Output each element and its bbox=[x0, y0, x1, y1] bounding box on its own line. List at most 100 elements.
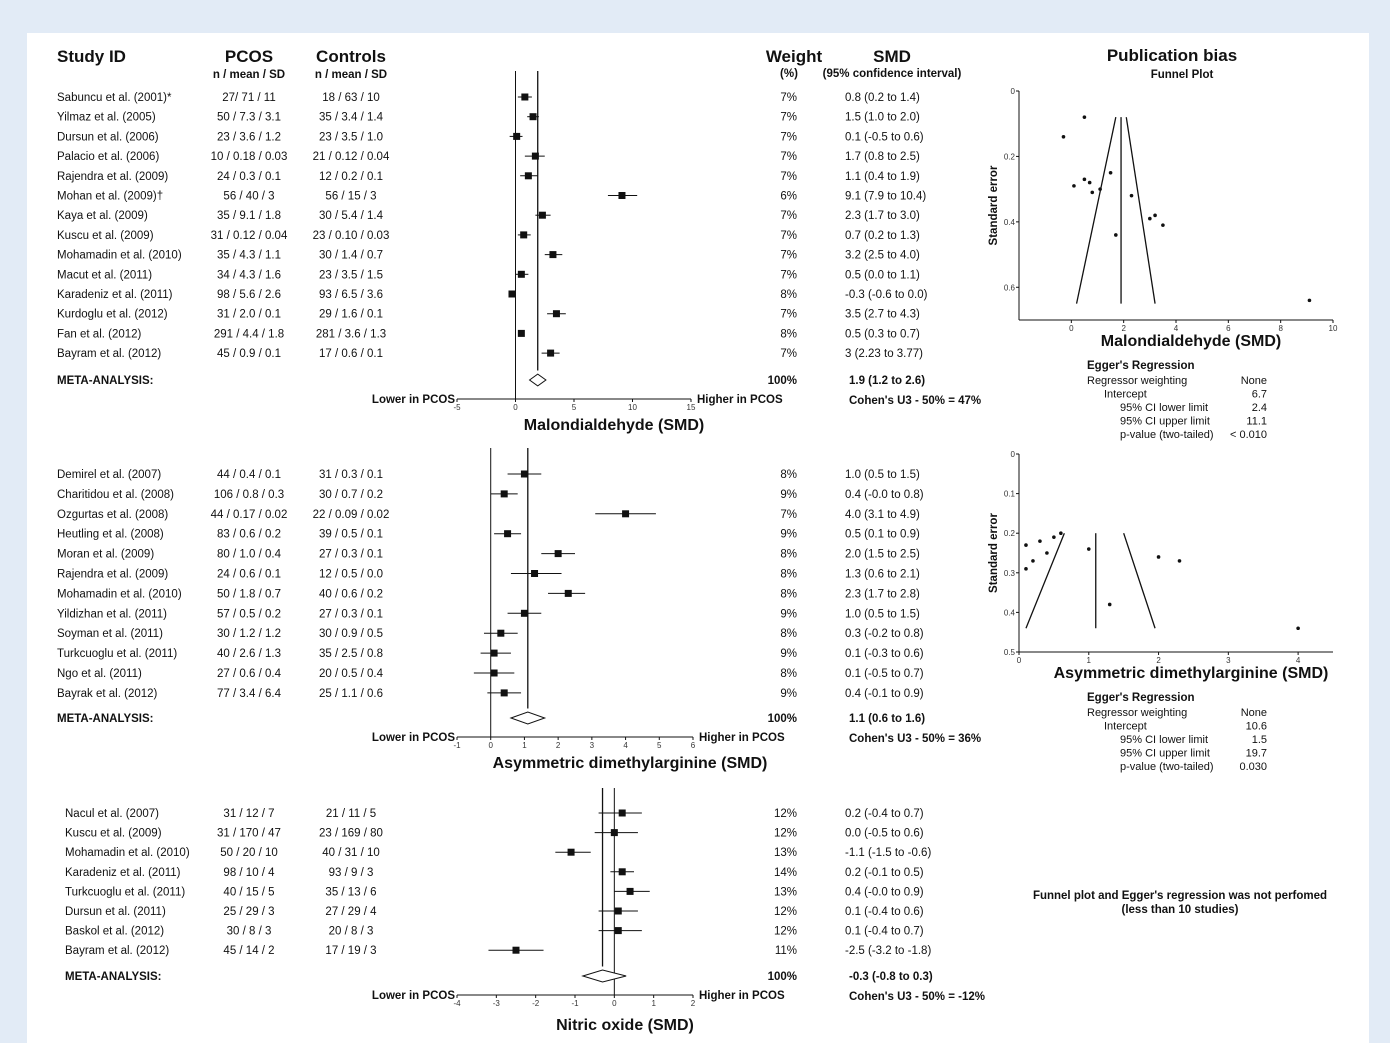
egger-title: Egger's Regression bbox=[1087, 360, 1195, 372]
x-tick-label: 8 bbox=[1278, 324, 1283, 333]
study-weight: 7% bbox=[780, 151, 797, 163]
study-point bbox=[1148, 216, 1152, 221]
pcos-values: 98 / 5.6 / 2.6 bbox=[217, 289, 281, 301]
effect-marker bbox=[552, 310, 560, 318]
x-axis-title: Malondialdehyde (SMD) bbox=[524, 417, 704, 434]
table-row: Turkcuoglu et al. (2011) 40 / 15 / 5 35 / … bbox=[65, 886, 924, 898]
table-row: Kurdoglu et al. (2012) 31 / 2.0 / 0.1 29 /… bbox=[57, 309, 920, 321]
study-weight: 8% bbox=[780, 469, 797, 481]
study-label: Bayram et al. (2012) bbox=[57, 348, 161, 360]
lower-in-pcos-label: Lower in PCOS bbox=[372, 990, 455, 1002]
study-weight: 9% bbox=[780, 608, 797, 620]
egger-row-label: Regressor weighting bbox=[1087, 375, 1187, 387]
meta-analysis-row: META-ANALYSIS: 100% 1.1 (0.6 to 1.6) bbox=[57, 711, 925, 725]
study-point bbox=[1296, 626, 1300, 631]
study-weight: 9% bbox=[780, 529, 797, 541]
study-smd-ci: 0.8 (0.2 to 1.4) bbox=[845, 92, 920, 104]
study-weight: 7% bbox=[780, 171, 797, 183]
effect-marker bbox=[497, 629, 505, 637]
control-values: 30 / 1.4 / 0.7 bbox=[319, 250, 383, 262]
pcos-values: 10 / 0.18 / 0.03 bbox=[211, 151, 288, 163]
study-label: Nacul et al. (2007) bbox=[65, 808, 159, 820]
study-point bbox=[1177, 559, 1182, 563]
pcos-values: 25 / 29 / 3 bbox=[223, 906, 274, 918]
table-row: Heutling et al. (2008) 83 / 0.6 / 0.2 39 /… bbox=[57, 529, 920, 541]
table-row: Yildizhan et al. (2011) 57 / 0.5 / 0.2 27 … bbox=[57, 608, 920, 620]
pcos-values: 30 / 8 / 3 bbox=[227, 926, 272, 938]
table-row: Soyman et al. (2011) 30 / 1.2 / 1.2 30 / 0… bbox=[57, 628, 924, 640]
meta-smd-ci: -0.3 (-0.8 to 0.3) bbox=[849, 971, 933, 983]
study-point bbox=[1059, 531, 1063, 535]
control-values: 30 / 0.7 / 0.2 bbox=[319, 489, 383, 501]
egger-row-label: p-value (two-tailed) bbox=[1120, 761, 1214, 773]
table-row: Kaya et al. (2009) 35 / 9.1 / 1.8 30 / 5.4… bbox=[57, 210, 920, 222]
study-smd-ci: 0.2 (-0.1 to 0.5) bbox=[845, 867, 924, 879]
study-label: Yildizhan et al. (2011) bbox=[57, 608, 167, 620]
effect-marker bbox=[538, 211, 546, 219]
x-axis-title: Nitric oxide (SMD) bbox=[556, 1017, 694, 1034]
effect-marker bbox=[626, 887, 634, 895]
egger-regression-table: Egger's Regression Regressor weighting Non… bbox=[1087, 692, 1267, 773]
control-values: 21 / 11 / 5 bbox=[326, 808, 376, 820]
header-pcos: PCOS bbox=[225, 47, 273, 66]
study-weight: 7% bbox=[780, 309, 797, 321]
x-axis-title: Malondialdehyde (SMD) bbox=[1101, 333, 1281, 350]
effect-marker bbox=[521, 93, 529, 101]
control-values: 93 / 6.5 / 3.6 bbox=[319, 289, 383, 301]
pcos-values: 50 / 1.8 / 0.7 bbox=[217, 588, 281, 600]
study-weight: 8% bbox=[780, 588, 797, 600]
study-label: Kuscu et al. (2009) bbox=[57, 230, 154, 242]
control-values: 23 / 3.5 / 1.0 bbox=[319, 131, 383, 143]
table-row: Palacio et al. (2006) 10 / 0.18 / 0.03 21 … bbox=[57, 151, 920, 163]
forest-plot-2: Demirel et al. (2007) 44 / 0.4 / 0.1 31 / … bbox=[57, 448, 981, 772]
pcos-values: 23 / 3.6 / 1.2 bbox=[217, 131, 281, 143]
study-label: Rajendra et al. (2009) bbox=[57, 171, 168, 183]
header-publication-bias: Publication bias bbox=[1107, 46, 1237, 65]
study-smd-ci: 0.1 (-0.5 to 0.6) bbox=[845, 131, 924, 143]
x-tick-label: 4 bbox=[623, 741, 628, 750]
control-values: 23 / 0.10 / 0.03 bbox=[313, 230, 390, 242]
funnel-plot-1: 0 0.2 0.4 0.6 0 2 4 6 8 10 Standard error Malondial… bbox=[988, 87, 1338, 441]
table-row: Demirel et al. (2007) 44 / 0.4 / 0.1 31 / … bbox=[57, 469, 920, 481]
x-axis: -5 0 5 10 15 Lower in PCOS Higher in PCOS Cohen… bbox=[372, 394, 981, 434]
funnel-left-limit bbox=[1075, 117, 1117, 304]
study-smd-ci: 2.0 (1.5 to 2.5) bbox=[845, 549, 920, 561]
study-smd-ci: 1.0 (0.5 to 1.5) bbox=[845, 469, 920, 481]
study-weight: 7% bbox=[780, 92, 797, 104]
study-smd-ci: 2.3 (1.7 to 2.8) bbox=[845, 588, 920, 600]
forest-plot-1: Sabuncu et al. (2001)* 27/ 71 / 11 18 / 63… bbox=[57, 71, 981, 434]
study-smd-ci: 0.4 (-0.0 to 0.9) bbox=[845, 886, 924, 898]
table-row: Rajendra et al. (2009) 24 / 0.6 / 0.1 12 /… bbox=[57, 569, 920, 581]
lower-in-pcos-label: Lower in PCOS bbox=[372, 394, 455, 406]
x-tick-label: 5 bbox=[572, 403, 577, 412]
meta-label: META-ANALYSIS: bbox=[57, 713, 153, 725]
x-tick-label: 6 bbox=[1226, 324, 1231, 333]
effect-marker bbox=[531, 152, 539, 160]
effect-marker bbox=[517, 329, 525, 337]
effect-marker bbox=[524, 172, 532, 180]
study-label: Turkcuoglu et al. (2011) bbox=[65, 886, 185, 898]
x-axis: -4 -3 -2 -1 0 1 2 Lower in PCOS Higher in PCOS Co… bbox=[372, 990, 985, 1034]
effect-marker bbox=[517, 270, 525, 278]
table-row: Kuscu et al. (2009) 31 / 0.12 / 0.04 23 / … bbox=[57, 230, 920, 242]
x-tick-label: -4 bbox=[453, 999, 461, 1008]
pcos-values: 44 / 0.17 / 0.02 bbox=[211, 509, 288, 521]
header-funnel-plot: Funnel Plot bbox=[1151, 69, 1214, 81]
study-weight: 11% bbox=[775, 945, 797, 957]
effect-marker bbox=[610, 829, 618, 837]
y-tick-label: 0.4 bbox=[1004, 608, 1016, 617]
pcos-values: 31 / 170 / 47 bbox=[217, 828, 281, 840]
x-tick-label: 0 bbox=[1017, 656, 1022, 665]
study-point bbox=[1107, 602, 1112, 607]
table-row: Fan et al. (2012) 291 / 4.4 / 1.8 281 / 3.… bbox=[57, 328, 920, 340]
table-row: Turkcuoglu et al. (2011) 40 / 2.6 / 1.3 35… bbox=[57, 648, 924, 660]
x-axis: -1 0 1 2 3 4 5 6 Lower in PCOS Higher in PCOS Cohe… bbox=[372, 732, 981, 772]
control-values: 281 / 3.6 / 1.3 bbox=[316, 328, 386, 340]
control-values: 29 / 1.6 / 0.1 bbox=[319, 309, 383, 321]
control-values: 18 / 63 / 10 bbox=[322, 92, 380, 104]
study-point bbox=[1087, 180, 1092, 185]
study-label: Charitidou et al. (2008) bbox=[57, 489, 174, 501]
effect-marker bbox=[500, 490, 508, 498]
study-weight: 9% bbox=[780, 489, 797, 501]
